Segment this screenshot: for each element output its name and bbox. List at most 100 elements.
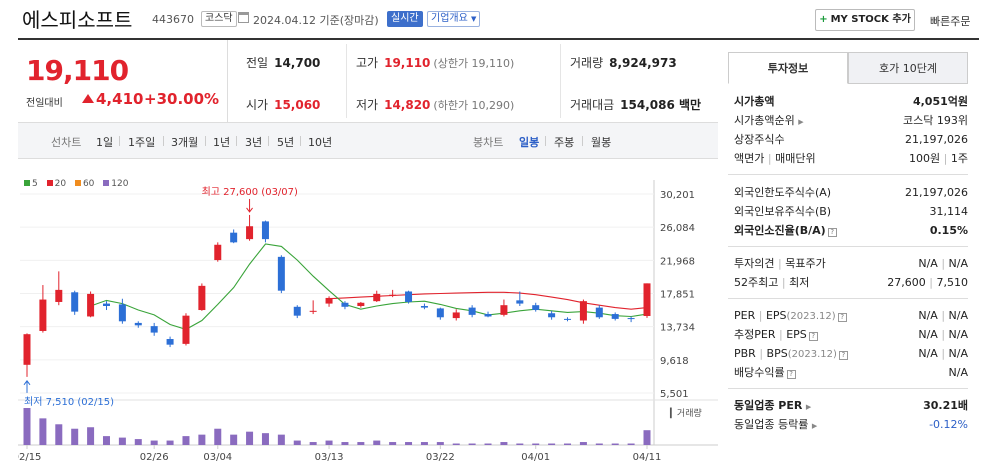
stock-code: 443670 [152, 13, 194, 26]
help-icon[interactable]: ? [837, 313, 847, 322]
legend-swatch [103, 180, 110, 186]
legend-swatch [24, 180, 30, 186]
volume-bar [389, 442, 397, 445]
volume-bar [23, 408, 31, 445]
candle-body [118, 304, 126, 322]
change-percent: +30.00% [144, 90, 220, 108]
mystock-add-button[interactable]: + MY STOCK 추가 [815, 9, 915, 31]
calendar-icon [238, 12, 249, 23]
cap-rank-row: 시가총액순위 ▶ 코스닥 193위 [734, 114, 968, 127]
panel-divider [728, 246, 968, 247]
tab-invest-info[interactable]: 투자정보 [728, 52, 848, 84]
par-row: 액면가 | 매매단위 100원 | 1주 [734, 152, 968, 165]
high-arrowhead-icon [246, 207, 253, 213]
row-divider [18, 122, 718, 123]
legend-swatch [46, 180, 53, 186]
candle-body [71, 292, 79, 312]
volume-bar [261, 433, 269, 445]
volume-bar [55, 424, 63, 445]
candle-body [436, 308, 444, 318]
chart-legend: 5 20 60 120 [24, 179, 128, 189]
tab-hoga-10[interactable]: 호가 10단계 [848, 52, 968, 84]
legend-swatch [74, 180, 81, 186]
per-row: PER | EPS(2023.12)? N/A | N/A [734, 309, 968, 322]
price-stats: 전일 14,700 고가 19,110 (상한가 19,110) 거래량 8,924,9… [229, 40, 718, 122]
volume-bar [102, 436, 110, 445]
tab-10y[interactable]: 10년 [308, 136, 333, 149]
pbr-row: PBR | BPS(2023.12)? N/A | N/A [734, 347, 968, 360]
price-chart[interactable]: 5 20 60 120 30,201 26,084 21,968 17,851 13,7… [13, 160, 718, 469]
y-tick-label: 30,201 [660, 190, 695, 201]
candle-body [198, 285, 206, 311]
volume-bar [468, 443, 476, 445]
help-icon[interactable]: ? [827, 228, 837, 237]
candle-body [341, 302, 349, 307]
ma20-line [329, 291, 648, 310]
volume-bar [500, 442, 508, 445]
change-value: 4,410 [82, 90, 143, 108]
candle-body [627, 318, 635, 320]
tab-divider [119, 136, 120, 146]
help-icon[interactable]: ? [786, 370, 796, 379]
volume-bar [595, 443, 603, 445]
y-tick-label: 13,734 [660, 323, 695, 334]
tab-1d[interactable]: 1일 [96, 136, 114, 149]
tab-monthly[interactable]: 월봉 [591, 136, 612, 149]
panel-divider [728, 174, 968, 175]
invest-info-panel: 투자정보 호가 10단계 시가총액 4,051억원 시가총액순위 ▶ 코스닥 193… [728, 52, 968, 469]
tab-3m[interactable]: 3개월 [171, 136, 199, 149]
candle-body [532, 305, 540, 311]
tab-daily[interactable]: 일봉 [519, 136, 540, 149]
y-tick-label: 9,618 [660, 356, 689, 367]
help-icon[interactable]: ? [838, 351, 848, 360]
volume-bar [198, 434, 206, 445]
candle-body [468, 307, 476, 315]
stock-header: 에스피소프트 443670 코스닥 2024.04.12 기준(장마감) 실시간… [0, 0, 989, 38]
foreign-ratio-row: 외국인소진율(B/A)? 0.15% [734, 224, 968, 237]
plus-icon: + [819, 14, 828, 25]
candle-body [309, 310, 317, 312]
x-tick-label: 04/01 [521, 452, 550, 463]
volume-bar [134, 439, 142, 445]
help-icon[interactable]: ? [808, 332, 818, 341]
volume-bar [373, 440, 381, 445]
volume-bar [214, 428, 222, 445]
dividend-row: 배당수익률? N/A [734, 366, 968, 379]
tab-weekly[interactable]: 주봉 [554, 136, 575, 149]
candle-body [102, 303, 110, 306]
candle-body [39, 299, 47, 331]
x-tick-label: 03/22 [426, 452, 455, 463]
volume-bar [436, 442, 444, 445]
volume-bar [87, 427, 95, 445]
x-tick-label: 02/26 [140, 452, 169, 463]
x-tick-label: 04/11 [633, 452, 662, 463]
x-tick-label: 03/04 [203, 452, 232, 463]
candle-body [230, 232, 238, 243]
volume-bar [166, 440, 174, 445]
industry-rate-row: 동일업종 등락률 ▶ -0.12% [734, 418, 968, 431]
candle-body [246, 226, 254, 240]
volume-bar [71, 428, 79, 445]
candle-body [293, 306, 301, 316]
volume-label: ▎거래량 [669, 407, 702, 419]
stat-low: 저가 14,820 (하한가 10,290) [356, 98, 515, 112]
legend-label: 60 [82, 179, 95, 189]
tab-1y[interactable]: 1년 [213, 136, 231, 149]
quick-order-link[interactable]: 빠른주문 [930, 15, 971, 28]
company-info-button[interactable]: 기업개요 ▼ [427, 11, 481, 27]
high-note: 최고 27,600 (03/07) [202, 186, 298, 198]
tab-1w[interactable]: 1주일 [128, 136, 156, 149]
y-tick-label: 17,851 [660, 290, 695, 301]
candle-body [405, 291, 413, 302]
realtime-button[interactable]: 실시간 [387, 11, 423, 27]
candle-body [452, 312, 460, 319]
foreign-hold-row: 외국인보유주식수(B) 31,114 [734, 205, 968, 218]
y-tick-label: 5,501 [660, 389, 689, 400]
tab-3y[interactable]: 3년 [245, 136, 263, 149]
candle-body [23, 334, 31, 365]
tab-5y[interactable]: 5년 [277, 136, 295, 149]
base-date: 2024.04.12 기준(장마감) [253, 14, 379, 27]
industry-per-row: 동일업종 PER ▶ 30.21배 [734, 399, 968, 412]
candle-body [579, 301, 587, 321]
volume-bar [484, 443, 492, 445]
